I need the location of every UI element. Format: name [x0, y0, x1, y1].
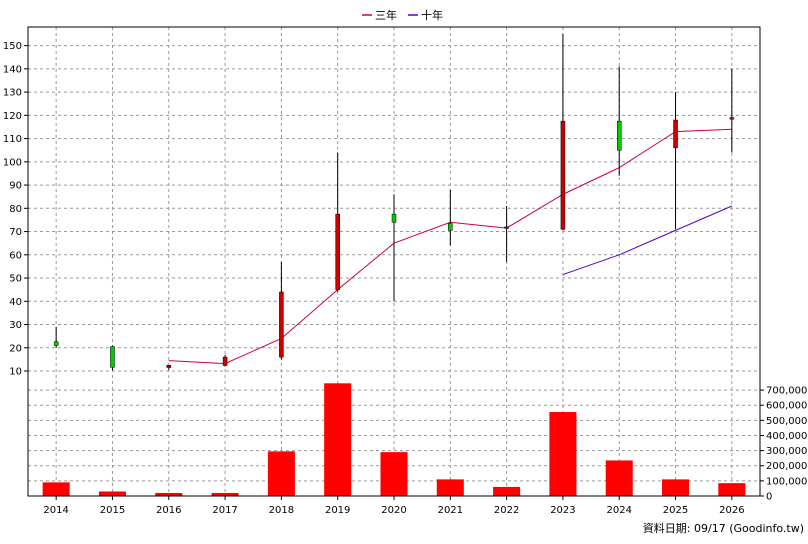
- volume-bar: [718, 483, 746, 496]
- volume-bar: [549, 412, 577, 496]
- data-source-note: 資料日期: 09/17 (Goodinfo.tw): [643, 521, 804, 535]
- axes: 2014 2015 2016 2017 2018 2019 2020 2021 2022 2023…: [3, 26, 807, 516]
- price-tick-label: 40: [9, 297, 22, 308]
- x-tick-label: 2015: [100, 505, 125, 516]
- candle-body: [448, 223, 453, 231]
- price-tick-label: 130: [3, 88, 22, 99]
- x-tick-label: 2014: [43, 505, 68, 516]
- price-tick-label: 120: [3, 111, 22, 122]
- volume-tick-label: 500,000: [766, 416, 807, 427]
- candle-body: [53, 341, 59, 346]
- price-tick-label: 60: [9, 250, 22, 261]
- volume-bar: [662, 479, 690, 496]
- x-tick-label: 2023: [550, 505, 575, 516]
- volume-bar: [436, 479, 464, 496]
- price-tick-label: 50: [9, 274, 22, 285]
- volume-tick-label: 400,000: [766, 431, 807, 442]
- candle-body: [391, 213, 397, 223]
- volume-tick-label: 0: [766, 492, 772, 503]
- x-tick-label: 2026: [719, 505, 744, 516]
- price-tick-label: 140: [3, 64, 22, 75]
- volume-tick-label: 600,000: [766, 401, 807, 412]
- price-tick-label: 110: [3, 134, 22, 145]
- candle-body: [279, 291, 284, 358]
- candle-body: [335, 213, 340, 290]
- legend-label-three-year: 三年: [375, 8, 397, 22]
- price-tick-label: 70: [9, 227, 22, 238]
- volume-bar: [98, 491, 126, 496]
- volume-tick-label: 300,000: [766, 446, 807, 457]
- volume-bar: [42, 482, 70, 496]
- x-tick-label: 2021: [438, 505, 463, 516]
- volume-bar: [211, 492, 239, 496]
- series-line: [562, 205, 733, 276]
- x-tick-label: 2018: [269, 505, 294, 516]
- candle-body: [222, 356, 228, 366]
- volume-bars: [42, 383, 746, 496]
- volume-bar: [267, 451, 295, 496]
- x-tick-label: 2025: [663, 505, 688, 516]
- x-tick-label: 2016: [156, 505, 181, 516]
- volume-tick-label: 200,000: [766, 461, 807, 472]
- candle-body: [560, 120, 566, 230]
- x-tick-label: 2020: [381, 505, 406, 516]
- candle-body: [616, 120, 622, 151]
- x-tick-label: 2019: [325, 505, 350, 516]
- volume-tick-label: 700,000: [766, 386, 807, 397]
- x-tick-label: 2022: [494, 505, 519, 516]
- volume-bar: [493, 486, 521, 496]
- x-tick-label: 2024: [607, 505, 632, 516]
- price-tick-label: 20: [9, 343, 22, 354]
- candle-body: [166, 364, 172, 368]
- volume-bar: [605, 460, 633, 496]
- candle-body: [729, 117, 735, 120]
- legend: 三年 十年: [362, 8, 443, 22]
- volume-bar: [155, 492, 183, 496]
- candle-body: [504, 226, 509, 229]
- price-tick-label: 90: [9, 181, 22, 192]
- price-tick-label: 80: [9, 204, 22, 215]
- x-tick-label: 2017: [212, 505, 237, 516]
- volume-bar: [324, 383, 352, 496]
- price-tick-label: 100: [3, 157, 22, 168]
- price-tick-label: 10: [9, 367, 22, 378]
- legend-label-ten-year: 十年: [421, 8, 443, 22]
- price-tick-label: 30: [9, 320, 22, 331]
- volume-bar: [380, 452, 408, 496]
- candle-body: [673, 119, 678, 149]
- price-tick-label: 150: [3, 41, 22, 52]
- volume-tick-label: 100,000: [766, 476, 807, 487]
- candle-body: [110, 346, 115, 368]
- candlesticks: [53, 33, 735, 371]
